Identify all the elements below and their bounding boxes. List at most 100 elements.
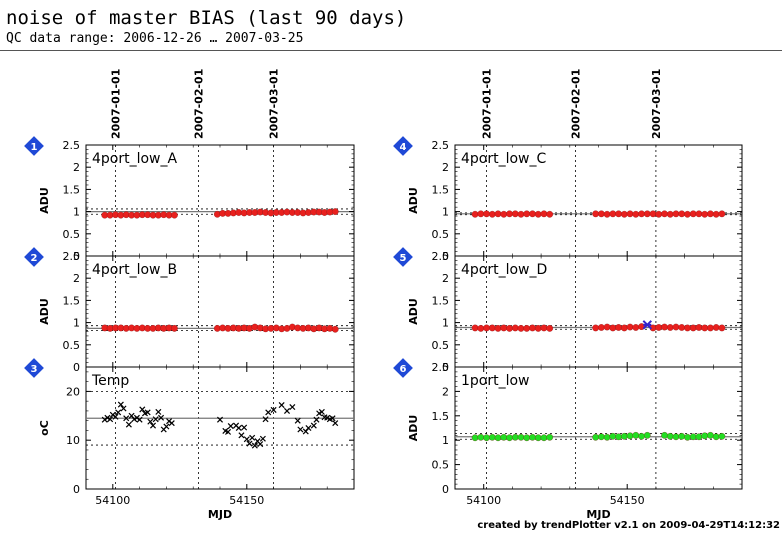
data-point-stroke [155, 408, 162, 415]
data-point-stroke [305, 424, 312, 432]
badge-number: 3 [31, 364, 38, 375]
data-point [707, 210, 714, 218]
data-point [329, 415, 336, 422]
badge-number: 5 [400, 253, 407, 264]
data-point [494, 210, 502, 218]
data-point [718, 210, 726, 218]
y-tick-label: 0 [73, 361, 80, 374]
header-divider [0, 50, 782, 51]
data-point [592, 324, 599, 332]
data-point [149, 422, 157, 429]
y-tick-label: 0 [73, 483, 80, 496]
data-point [262, 416, 269, 423]
data-point-stroke [147, 418, 154, 425]
date-tick-label: 2007-03-01 [650, 69, 663, 139]
data-point [249, 434, 256, 441]
y-tick-label: 1 [442, 434, 449, 447]
data-point [712, 210, 720, 218]
data-point [270, 406, 277, 413]
data-point-stroke [262, 416, 269, 423]
data-point [471, 324, 479, 332]
data-point [603, 210, 611, 218]
data-point-stroke [107, 416, 114, 423]
data-point [506, 210, 513, 218]
data-point-stroke [149, 422, 157, 429]
data-point-stroke [278, 402, 285, 409]
y-tick-label: 1.5 [432, 410, 450, 423]
data-point [483, 324, 490, 332]
data-point [615, 210, 622, 218]
y-axis-label: ADU [38, 187, 51, 214]
data-point [283, 407, 291, 414]
data-point [643, 210, 651, 218]
data-point [523, 325, 531, 332]
data-point [511, 324, 519, 332]
data-point [158, 414, 165, 421]
data-point-stroke [297, 426, 304, 433]
data-point-stroke [144, 409, 151, 416]
data-point [506, 434, 513, 442]
data-point [707, 324, 714, 332]
data-point [517, 325, 525, 332]
data-point-stroke [251, 442, 258, 449]
data-point [540, 324, 548, 332]
footer-credit: created by trendPlotter v2.1 on 2009-04-… [477, 520, 780, 531]
data-point [626, 210, 634, 218]
data-point [171, 325, 178, 332]
data-point [246, 440, 253, 447]
data-point [523, 434, 531, 442]
data-point [136, 416, 143, 423]
data-point [227, 423, 234, 430]
data-point [488, 324, 496, 332]
data-point-stroke [158, 414, 165, 421]
date-tick-label: 2007-03-01 [268, 69, 281, 139]
data-point [471, 210, 479, 218]
data-point [598, 324, 605, 331]
data-point [107, 416, 114, 423]
data-point-stroke [123, 415, 130, 422]
data-point-stroke [112, 413, 119, 420]
data-point [672, 433, 680, 441]
data-point [678, 324, 686, 331]
data-point [684, 210, 691, 218]
data-point [609, 210, 617, 218]
data-point [494, 434, 502, 442]
data-point [609, 324, 617, 332]
data-point [661, 431, 668, 439]
data-point [511, 433, 519, 441]
y-tick-label: 1.5 [63, 294, 81, 307]
data-point [529, 324, 536, 332]
y-axis-label: oC [38, 420, 51, 436]
data-point [483, 210, 490, 218]
y-tick-label: 1 [73, 317, 80, 330]
y-tick-label: 0.5 [432, 339, 450, 352]
data-point-stroke [225, 428, 232, 435]
data-point [297, 426, 304, 433]
data-point-stroke [246, 440, 253, 447]
data-point-stroke [163, 423, 170, 430]
data-point [163, 423, 170, 430]
data-point [666, 324, 674, 331]
data-point [643, 431, 651, 439]
y-tick-label: 1.5 [432, 294, 450, 307]
y-tick-label: 0 [442, 483, 449, 496]
y-tick-label: 1.5 [63, 183, 81, 196]
data-point [265, 409, 272, 416]
data-point [603, 433, 611, 441]
y-tick-label: 0 [442, 361, 449, 374]
data-point [661, 210, 668, 218]
data-point-stroke [125, 421, 132, 428]
data-point [112, 413, 119, 420]
data-point [529, 433, 536, 441]
page-title: noise of master BIAS (last 90 days) [6, 7, 407, 29]
data-point-stroke [241, 424, 248, 431]
data-point [689, 210, 697, 218]
data-point [523, 210, 531, 218]
data-point [488, 433, 496, 441]
data-point [655, 324, 663, 331]
y-tick-label: 20 [66, 385, 80, 398]
data-point [168, 420, 175, 427]
data-point [592, 210, 599, 218]
data-point-stroke [238, 432, 245, 439]
